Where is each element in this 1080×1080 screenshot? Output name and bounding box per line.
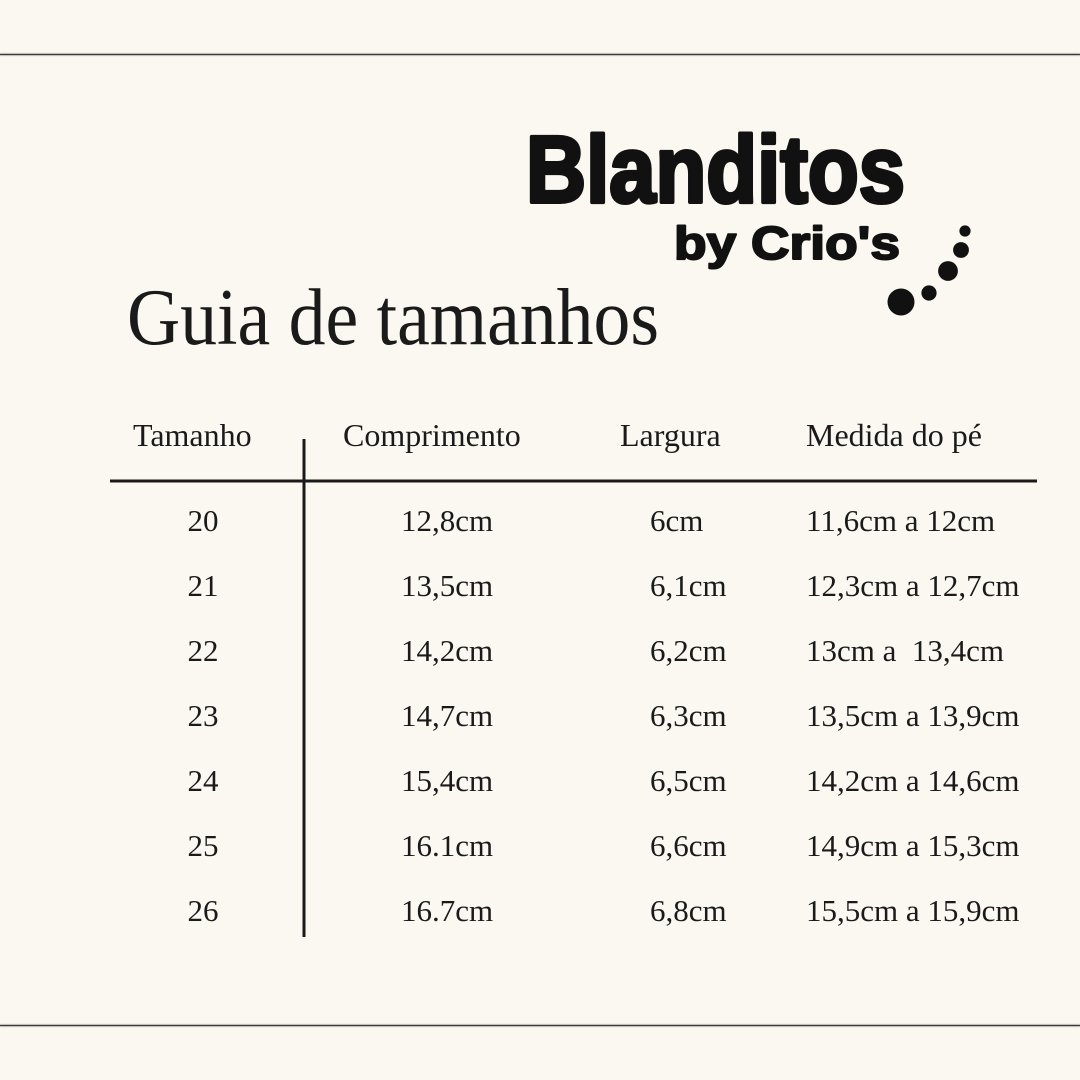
svg-text:13,5cm: 13,5cm [401, 568, 493, 603]
svg-text:Blanditos: Blanditos [526, 117, 905, 223]
svg-text:24: 24 [188, 763, 220, 798]
svg-text:23: 23 [188, 698, 219, 733]
svg-text:21: 21 [188, 568, 219, 603]
svg-text:6,6cm: 6,6cm [650, 828, 727, 863]
svg-text:15,4cm: 15,4cm [401, 763, 493, 798]
svg-text:6,1cm: 6,1cm [650, 568, 727, 603]
svg-text:Guia de tamanhos: Guia de tamanhos [127, 274, 659, 362]
svg-text:25: 25 [188, 828, 219, 863]
svg-text:Tamanho: Tamanho [133, 417, 252, 453]
svg-text:6,3cm: 6,3cm [650, 698, 727, 733]
svg-text:14,2cm a 14,6cm: 14,2cm a 14,6cm [806, 763, 1020, 798]
svg-text:13,5cm a 13,9cm: 13,5cm a 13,9cm [806, 698, 1020, 733]
svg-text:Largura: Largura [620, 417, 721, 453]
svg-text:6,5cm: 6,5cm [650, 763, 727, 798]
svg-text:Medida do pé: Medida do pé [806, 417, 982, 453]
svg-text:12,8cm: 12,8cm [401, 503, 493, 538]
svg-text:14,7cm: 14,7cm [401, 698, 493, 733]
svg-text:26: 26 [188, 893, 219, 928]
svg-text:14,9cm a 15,3cm: 14,9cm a 15,3cm [806, 828, 1020, 863]
svg-text:14,2cm: 14,2cm [401, 633, 493, 668]
svg-text:15,5cm a 15,9cm: 15,5cm a 15,9cm [806, 893, 1020, 928]
svg-text:Comprimento: Comprimento [343, 417, 521, 453]
svg-text:11,6cm a 12cm: 11,6cm a 12cm [806, 503, 995, 538]
svg-text:22: 22 [188, 633, 219, 668]
svg-text:6,2cm: 6,2cm [650, 633, 727, 668]
svg-text:by Crio's: by Crio's [674, 217, 900, 269]
svg-text:12,3cm a 12,7cm: 12,3cm a 12,7cm [806, 568, 1020, 603]
svg-text:6,8cm: 6,8cm [650, 893, 727, 928]
svg-text:6cm: 6cm [650, 503, 703, 538]
svg-text:16.7cm: 16.7cm [401, 893, 493, 928]
svg-text:16.1cm: 16.1cm [401, 828, 493, 863]
svg-text:20: 20 [188, 503, 219, 538]
svg-text:13cm a 13,4cm: 13cm a 13,4cm [806, 633, 1004, 668]
